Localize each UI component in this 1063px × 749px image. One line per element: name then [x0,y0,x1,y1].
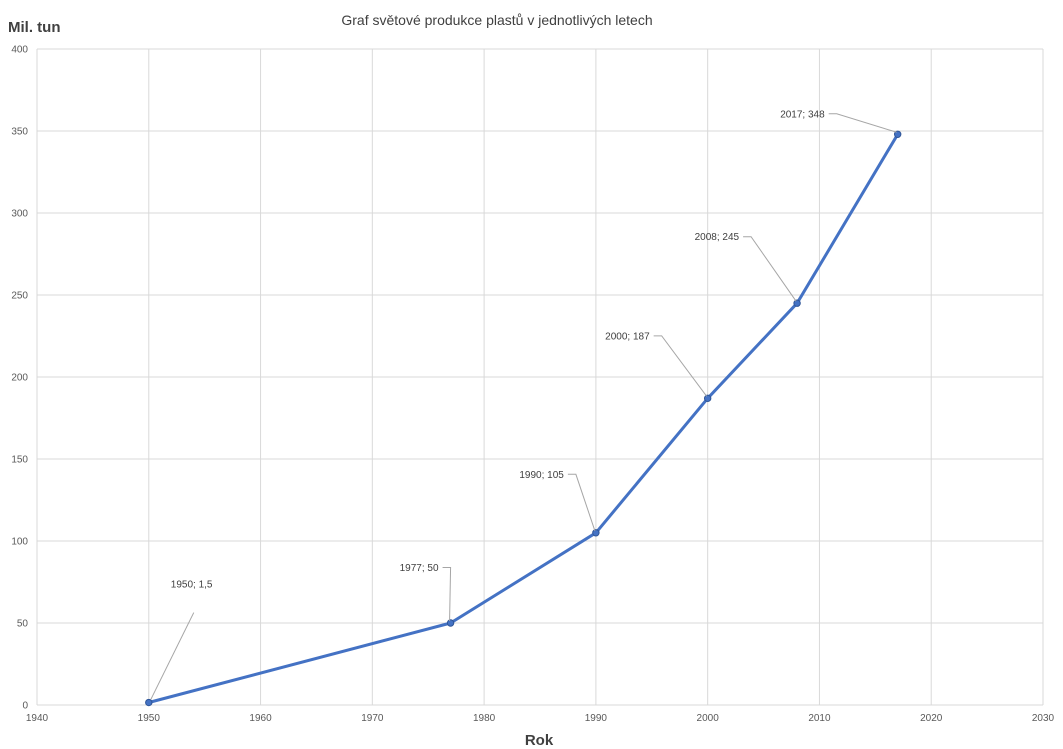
data-label-leader [442,567,452,622]
data-point-marker [893,130,902,138]
x-tick-label: 2020 [920,713,943,724]
data-label-leader [828,113,897,133]
x-tick-label: 2010 [808,713,831,724]
y-tick-label: 400 [11,45,28,56]
data-label: 2000; 187 [605,331,650,342]
series-group [145,130,902,707]
data-label-leader [743,236,797,302]
x-tick-label: 2000 [697,713,720,724]
x-tick-label: 2030 [1032,713,1055,724]
data-label: 2008; 245 [695,232,740,243]
data-label-leader [653,335,708,397]
tick-labels: 0 50 100 150 200 250 300 350 400 1940 1950 1960 1970… [11,45,1054,725]
data-point-marker [793,299,801,307]
data-point-marker [703,394,712,403]
data-label: 1950; 1,5 [171,580,213,591]
y-tick-label: 100 [11,537,28,548]
gridlines [36,48,1044,706]
series-line [147,132,900,704]
chart-title: Graf světové produkce plastů v jednotliv… [341,12,652,28]
data-point-marker [446,619,455,627]
y-tick-label: 300 [11,209,28,220]
data-labels: 1950; 1,5 1977; 50 1990; 105 2000; 187 2008;… [150,109,897,700]
y-tick-label: 350 [11,127,28,138]
y-tick-label: 200 [11,373,28,384]
data-label-leader [150,612,195,700]
y-tick-label: 0 [22,701,28,712]
y-tick-label: 150 [11,455,28,466]
x-tick-label: 1990 [585,713,608,724]
x-tick-label: 1980 [473,713,496,724]
data-label: 1990; 105 [519,470,564,481]
y-tick-label: 50 [17,619,29,630]
x-tick-label: 1940 [26,713,49,724]
x-axis-title: Rok [525,732,554,749]
data-point-marker [145,698,153,707]
data-label: 2017; 348 [780,109,825,120]
data-point-marker [592,529,600,537]
data-label-leader [567,473,596,531]
y-tick-label: 250 [11,291,28,302]
x-tick-label: 1960 [249,713,272,724]
x-tick-label: 1950 [138,713,161,724]
y-axis-title: Mil. tun [8,19,61,36]
x-tick-label: 1970 [361,713,384,724]
data-label: 1977; 50 [400,563,439,574]
